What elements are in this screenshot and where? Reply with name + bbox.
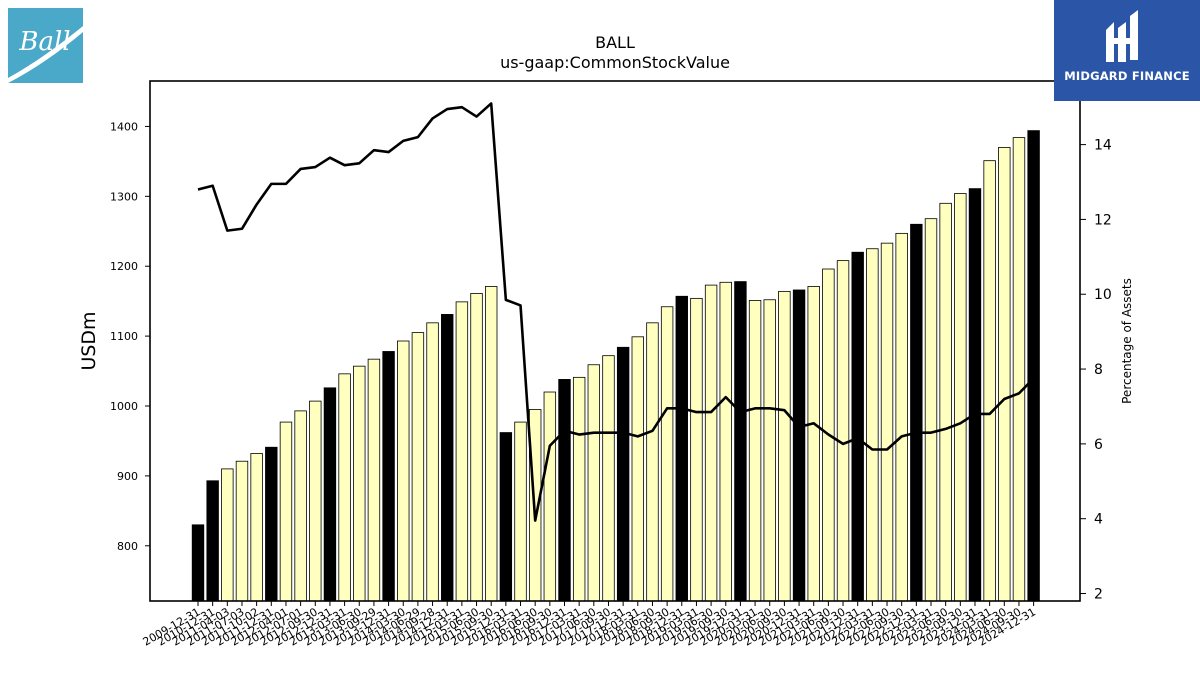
- axes: [149, 80, 1081, 602]
- bar-2013-09-29: [367, 358, 381, 602]
- bar-2021-03-31: [807, 286, 820, 602]
- bar-2016-12-31: [558, 379, 571, 602]
- bar-2009-12-31: [191, 524, 205, 602]
- bar-2013-06-30: [353, 365, 366, 602]
- bar-2018-09-30: [660, 306, 674, 602]
- bar-2017-09-30: [602, 355, 615, 602]
- y-tick-label: 1300: [110, 190, 138, 203]
- bar-2021-09-30: [836, 260, 850, 602]
- bar-2023-12-31: [968, 188, 982, 602]
- bar-2024-12-31: [1027, 130, 1040, 602]
- plot-frame: [149, 80, 1081, 602]
- bar-2015-09-30: [484, 286, 498, 602]
- bar-series: [191, 130, 1040, 602]
- bar-2020-09-30: [778, 290, 791, 602]
- bar-2013-03-31: [338, 373, 351, 602]
- bar-2023-09-30: [954, 193, 967, 602]
- bar-2014-03-30: [397, 340, 410, 602]
- y2-axis-label: Percentage of Assets: [1120, 278, 1134, 404]
- bar-2011-04-03: [221, 468, 234, 602]
- y-tick-label: 1100: [110, 330, 138, 343]
- bar-2020-12-31: [792, 289, 806, 602]
- bar-2023-06-30: [939, 202, 952, 602]
- bar-2017-03-31: [572, 376, 586, 602]
- bar-2022-09-30: [895, 232, 908, 602]
- bar-2010-12-31: [206, 480, 219, 602]
- y2-tick-label: 8: [1094, 362, 1103, 378]
- midgard-logo-mark: [1106, 10, 1138, 62]
- svg-text:Ball: Ball: [18, 27, 70, 57]
- chart-title: BALL: [595, 33, 635, 52]
- bar-2012-04-01: [279, 421, 293, 602]
- midgard-finance-logo: MIDGARD FINANCE: [1054, 0, 1200, 101]
- bar-2016-09-30: [543, 391, 557, 602]
- chart-subtitle: us-gaap:CommonStockValue: [500, 53, 730, 72]
- percentage-line: [197, 102, 1035, 522]
- bar-2024-06-30: [998, 146, 1011, 602]
- bar-2018-06-30: [646, 322, 659, 602]
- y-axis-label: USDm: [78, 311, 100, 370]
- bar-2017-12-31: [616, 346, 630, 602]
- y-tick-label: 1400: [110, 120, 138, 133]
- y2-tick-label: 14: [1094, 138, 1112, 154]
- midgard-logo-text: MIDGARD FINANCE: [1064, 69, 1190, 83]
- ball-logo-mark: Ball: [8, 26, 83, 83]
- bar-2017-06-30: [587, 364, 601, 602]
- bar-2018-12-31: [675, 295, 688, 602]
- y2-axis-ticks: 2 4 6 8 10 12 14: [1080, 138, 1112, 603]
- bar-2014-09-28: [426, 322, 439, 602]
- bar-2015-03-31: [455, 301, 469, 602]
- bar-2020-03-31: [748, 300, 762, 602]
- y2-tick-label: 6: [1094, 437, 1103, 453]
- bar-2012-07-01: [294, 410, 307, 602]
- bar-2011-07-03: [235, 460, 249, 602]
- bar-2011-12-31: [265, 446, 278, 602]
- bar-2013-12-31: [382, 351, 395, 602]
- y2-tick-label: 2: [1094, 587, 1103, 603]
- bar-2014-12-31: [441, 314, 454, 602]
- y-tick-label: 1000: [110, 400, 138, 413]
- bar-2016-03-31: [514, 421, 527, 602]
- y2-tick-label: 4: [1094, 512, 1103, 528]
- line-series: [197, 102, 1035, 522]
- y2-tick-label: 12: [1094, 212, 1112, 228]
- bar-2015-06-30: [470, 293, 483, 602]
- bar-2024-09-30: [1012, 137, 1026, 602]
- bar-2012-09-30: [309, 400, 322, 602]
- bar-2020-06-30: [763, 299, 776, 602]
- y-axis-ticks: 800 900 1000 1100 1200 1300 1400: [110, 120, 150, 553]
- x-axis-ticks: 2009-12-312010-12-312011-04-032011-07-03…: [141, 601, 1038, 649]
- bar-2018-03-31: [631, 336, 645, 602]
- bar-2023-03-31: [924, 218, 938, 602]
- bar-2019-09-30: [719, 281, 732, 602]
- bar-2019-12-31: [734, 281, 747, 602]
- ball-logo: Ball: [8, 8, 83, 83]
- bar-2019-06-30: [704, 284, 718, 602]
- bar-2012-12-31: [323, 387, 337, 602]
- bar-2011-10-02: [250, 453, 263, 602]
- y-tick-label: 1200: [110, 260, 138, 273]
- bar-2014-06-29: [411, 332, 425, 602]
- bar-2022-12-31: [910, 223, 923, 602]
- bar-2021-12-31: [851, 251, 864, 602]
- y2-tick-label: 10: [1094, 287, 1112, 303]
- bar-2024-03-31: [983, 160, 996, 602]
- bar-2022-06-30: [880, 242, 894, 602]
- bar-2015-12-31: [499, 432, 513, 602]
- y-tick-label: 900: [117, 470, 138, 483]
- y-tick-label: 800: [117, 540, 138, 553]
- bar-2022-03-31: [866, 248, 879, 602]
- bar-2019-03-31: [690, 297, 703, 602]
